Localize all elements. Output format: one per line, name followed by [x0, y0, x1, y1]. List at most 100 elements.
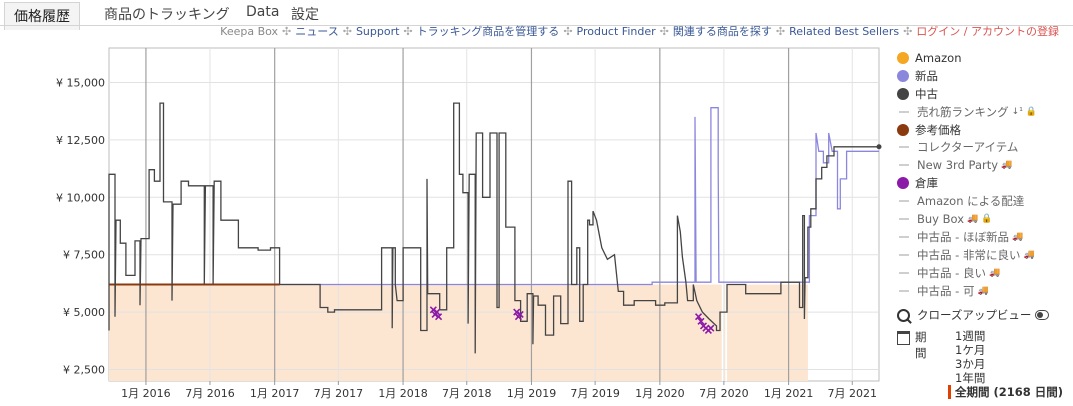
legend-dash: [899, 271, 909, 274]
lock-icon: 🔒: [981, 213, 993, 224]
y-tick-label: ¥ 2,500: [63, 364, 105, 377]
truck-icon: 🚚: [977, 285, 989, 296]
link-login[interactable]: ログイン / アカウントの登録: [916, 25, 1059, 38]
legend-item-used-very-good[interactable]: 中古品 - 非常に良い 🚚: [897, 246, 1073, 264]
separator-icon: ✣: [659, 25, 669, 38]
x-tick-label: 1月 2019: [507, 387, 557, 400]
legend-item-buy-box[interactable]: Buy Box 🚚 🔒: [897, 210, 1073, 228]
period-option-all[interactable]: 全期間 (2168 日間): [948, 385, 1063, 399]
legend-item-used-good[interactable]: 中古品 - 良い 🚚: [897, 264, 1073, 282]
magnifier-icon: [897, 308, 910, 322]
link-manage-tracking[interactable]: トラッキング商品を管理する: [416, 25, 560, 38]
period-option-3m[interactable]: 3か月: [955, 357, 986, 371]
series-line-1: [279, 107, 879, 286]
y-tick-label: ¥ 10,000: [56, 191, 105, 204]
link-related-products[interactable]: 関連する商品を探す: [672, 25, 772, 38]
separator-icon: ✣: [903, 25, 913, 38]
separator-icon: ✣: [403, 25, 413, 38]
legend-label: 中古品 - 可: [917, 283, 975, 298]
legend-label: Buy Box: [917, 211, 965, 226]
truck-icon: 🚚: [1023, 249, 1035, 260]
tab-data[interactable]: Data: [246, 4, 280, 20]
tab-divider: [0, 25, 1073, 26]
legend-dash: [899, 146, 909, 149]
period-label: 期間: [915, 330, 927, 360]
x-tick-label: 1月 2018: [378, 387, 428, 400]
legend-dash: [899, 200, 909, 203]
legend-dot: [897, 51, 909, 64]
period-option-1y[interactable]: 1年間: [955, 371, 986, 385]
legend-label: 中古品 - 良い: [917, 265, 986, 280]
band-gap: [721, 284, 724, 381]
legend-dot: [897, 177, 909, 190]
legend-label: 中古品 - 非常に良い: [917, 247, 1021, 262]
chart-legend: Amazon 新品 中古 売れ筋ランキング ↓¹ 🔒 参考価格 コレクターアイテム …: [897, 49, 1073, 299]
x-tick-label: 1月 2020: [635, 387, 685, 400]
separator-icon: ✣: [563, 25, 573, 38]
legend-item-used-acceptable[interactable]: 中古品 - 可 🚚: [897, 282, 1073, 300]
band-gap: [725, 284, 728, 381]
closeup-label: クローズアップビュー: [917, 308, 1032, 322]
link-support[interactable]: Support: [355, 25, 400, 38]
tab-settings[interactable]: 設定: [291, 7, 319, 23]
x-tick-label: 7月 2016: [185, 387, 235, 400]
toggle-icon[interactable]: [1035, 310, 1050, 320]
link-product-finder[interactable]: Product Finder: [576, 25, 656, 38]
legend-dash: [899, 289, 909, 292]
period-options: 1週間 1ケ月 3か月 1年間 全期間 (2168 日間): [948, 329, 1063, 399]
warehouse-point: [516, 310, 524, 318]
x-tick-label: 7月 2021: [828, 387, 878, 400]
truck-icon: 🚚: [967, 213, 979, 224]
legend-item-amazon[interactable]: Amazon: [897, 49, 1073, 67]
legend-label: 倉庫: [915, 176, 938, 191]
legend-label: Amazon による配達: [917, 194, 1025, 209]
link-keepa-box[interactable]: Keepa Box: [220, 25, 279, 38]
legend-label: コレクターアイテム: [917, 140, 1019, 155]
separator-icon: ✣: [342, 25, 352, 38]
legend-label: 参考価格: [915, 122, 961, 137]
series-end-point: [876, 144, 882, 150]
legend-label: 新品: [915, 68, 938, 83]
warehouse-point: [697, 317, 705, 325]
legend-dash: [899, 110, 909, 113]
link-related-best-sellers[interactable]: Related Best Sellers: [789, 25, 900, 38]
legend-label: 中古品 - ほぼ新品: [917, 229, 1009, 244]
period-option-1m[interactable]: 1ケ月: [955, 343, 986, 357]
calendar-icon: [897, 331, 910, 345]
legend-item-used-like-new[interactable]: 中古品 - ほぼ新品 🚚: [897, 228, 1073, 246]
x-tick-label: 1月 2021: [764, 387, 814, 400]
legend-item-list-price[interactable]: 参考価格: [897, 121, 1073, 139]
legend-item-fba[interactable]: Amazon による配達: [897, 192, 1073, 210]
legend-item-new-3rd-party[interactable]: New 3rd Party 🚚: [897, 156, 1073, 174]
warehouse-point: [433, 308, 441, 316]
legend-dot: [897, 87, 909, 100]
x-tick-label: 7月 2020: [699, 387, 749, 400]
y-tick-label: ¥ 15,000: [56, 76, 105, 89]
closeup-view-toggle[interactable]: クローズアップビュー: [897, 307, 1050, 323]
x-tick-label: 7月 2017: [314, 387, 364, 400]
legend-item-collectible[interactable]: コレクターアイテム: [897, 138, 1073, 156]
link-news[interactable]: ニュース: [295, 25, 339, 38]
legend-dot: [897, 69, 909, 82]
y-tick-label: ¥ 5,000: [63, 306, 105, 319]
legend-label: 売れ筋ランキング: [917, 104, 1009, 119]
warehouse-point: [513, 308, 521, 316]
truck-icon: 🚚: [1001, 160, 1013, 171]
separator-icon: ✣: [775, 25, 786, 38]
y-tick-label: ¥ 7,500: [63, 249, 105, 262]
warehouse-point: [435, 313, 443, 321]
legend-item-used[interactable]: 中古: [897, 85, 1073, 103]
legend-item-warehouse[interactable]: 倉庫: [897, 174, 1073, 192]
x-tick-label: 1月 2017: [250, 387, 300, 400]
legend-dash: [899, 253, 909, 256]
top-links: Keepa Box ✣ ニュース ✣ Support ✣ トラッキング商品を管理する ✣ Pro…: [220, 23, 1059, 39]
sort-icon: ↓¹: [1011, 106, 1023, 117]
legend-item-sales-rank[interactable]: 売れ筋ランキング ↓¹ 🔒: [897, 103, 1073, 121]
legend-item-new[interactable]: 新品: [897, 67, 1073, 85]
tab-tracking[interactable]: 商品のトラッキング: [104, 7, 230, 23]
warehouse-point: [707, 324, 715, 332]
lock-icon: 🔒: [1025, 106, 1038, 117]
x-tick-label: 7月 2018: [442, 387, 492, 400]
period-option-1w[interactable]: 1週間: [955, 329, 986, 343]
